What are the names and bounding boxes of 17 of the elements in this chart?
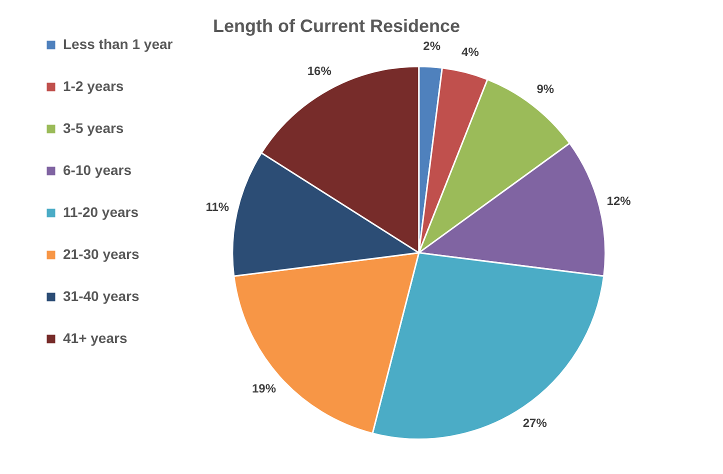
legend-label: 11-20 years — [63, 204, 139, 220]
data-label: 27% — [522, 416, 548, 430]
legend-label: 6-10 years — [63, 162, 132, 178]
data-label: 9% — [536, 82, 554, 96]
legend-label: 1-2 years — [63, 78, 124, 94]
data-label: 19% — [252, 382, 276, 396]
data-label: 2% — [423, 39, 441, 54]
data-label: 11% — [206, 200, 230, 214]
data-label: 16% — [307, 64, 332, 78]
legend-label: 31-40 years — [63, 288, 140, 304]
legend-label: 21-30 years — [63, 246, 140, 262]
chart-title: Length of Current Residence — [212, 16, 460, 36]
legend-label: Less than 1 year — [63, 36, 174, 52]
legend-label: 41+ years — [63, 330, 128, 346]
data-label: 12% — [606, 194, 632, 208]
data-label: 4% — [462, 45, 480, 60]
legend-label: 3-5 years — [63, 120, 124, 136]
